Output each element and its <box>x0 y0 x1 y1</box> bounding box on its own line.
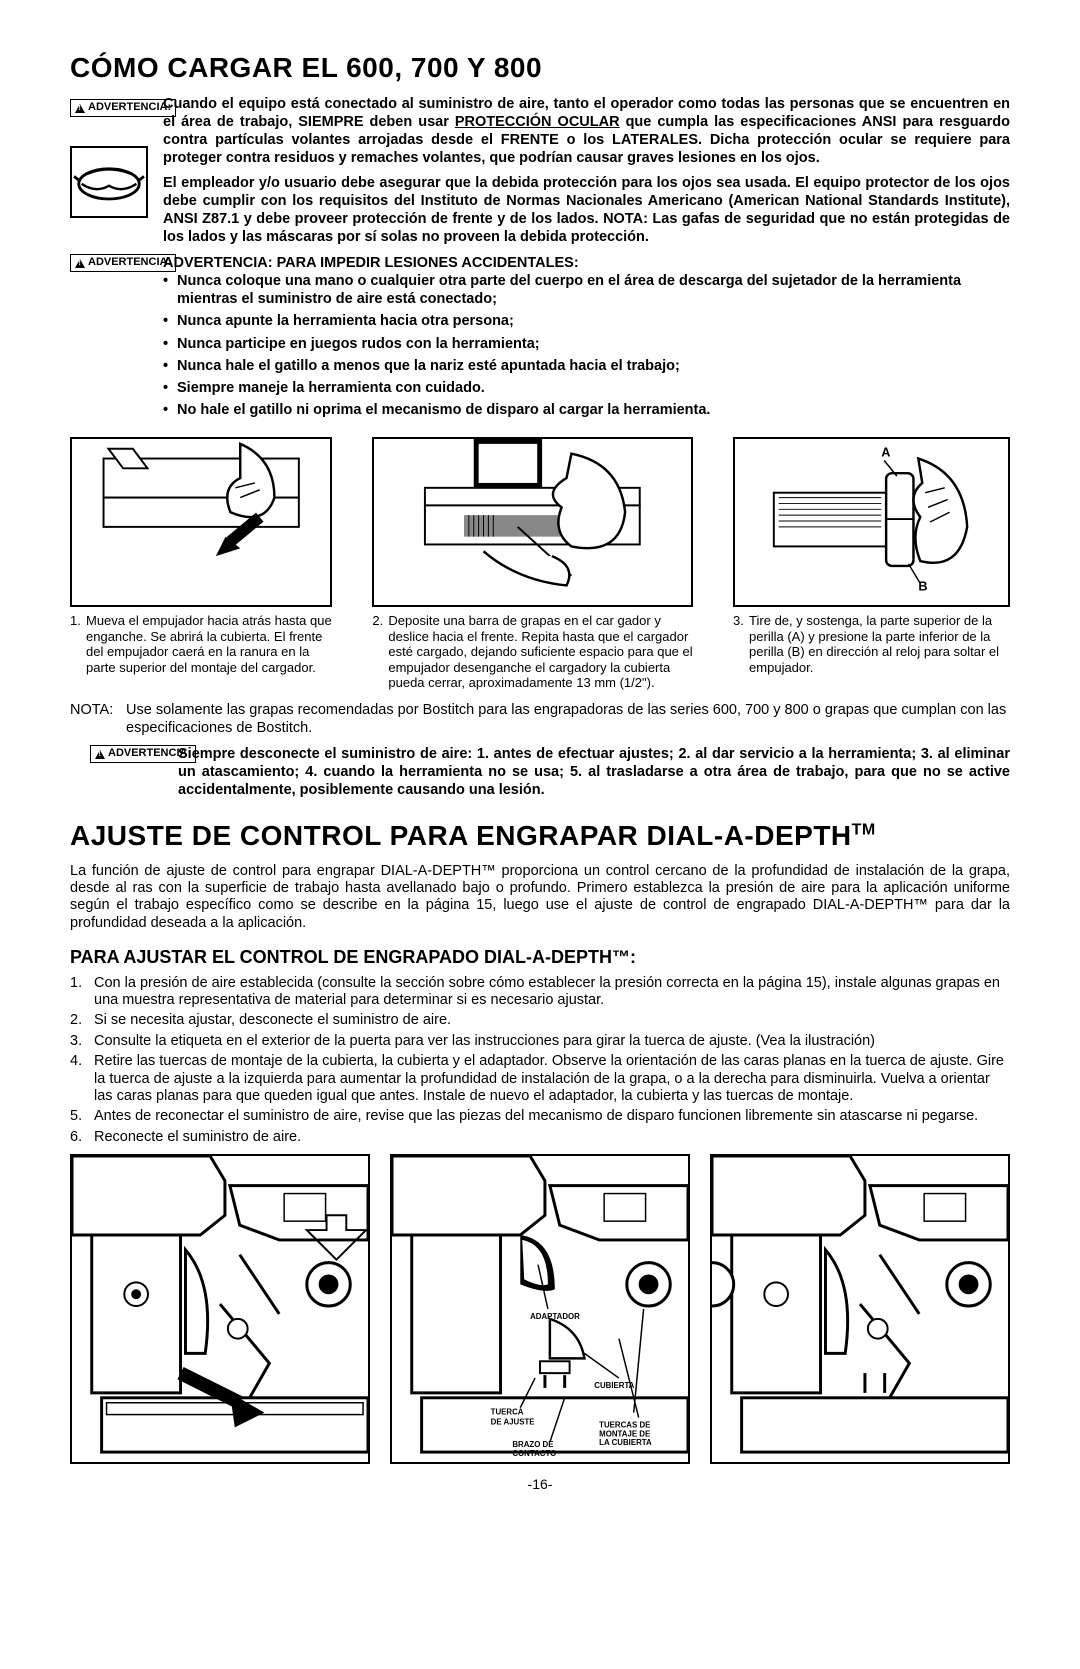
step-num: 4. <box>70 1053 94 1105</box>
warn2-title: ADVERTENCIA: PARA IMPEDIR LESIONES ACCID… <box>163 254 1010 272</box>
heading2-tm: TM <box>852 821 876 838</box>
warn-label: ADVERTENCIA: <box>88 256 171 270</box>
figure-3: A B <box>733 437 1010 607</box>
bottom-figure-2: ADAPTADOR CUBIERTA TUERCA DE AJUSTE BRAZ… <box>390 1154 690 1464</box>
heading-dial-a-depth: AJUSTE DE CONTROL PARA ENGRAPAR DIAL-A-D… <box>70 818 1010 853</box>
bottom-figure-1 <box>70 1154 370 1464</box>
step-num: 6. <box>70 1129 94 1146</box>
warn-badge-col: ADVERTENCIA: <box>70 254 155 423</box>
label-tuerca: TUERCA <box>491 1408 524 1417</box>
step-item: 6.Reconecte el suministro de aire. <box>70 1129 1010 1146</box>
fig-caption-text: Deposite una barra de grapas en el car g… <box>388 613 693 691</box>
step-item: 4.Retire las tuercas de montaje de la cu… <box>70 1053 1010 1105</box>
fig-num: 2. <box>372 613 388 691</box>
figure-1-col: 1. Mueva el empujador hacia atrás hasta … <box>70 437 332 675</box>
label-adaptador: ADAPTADOR <box>530 1312 580 1321</box>
figure-3-col: A B 3. Tire de, y sostenga, la parte sup… <box>733 437 1010 675</box>
step-text: Consulte la etiqueta en el exterior de l… <box>94 1033 875 1050</box>
step-text: Con la presión de aire establecida (cons… <box>94 975 1010 1010</box>
label-tm3: LA CUBIERTA <box>599 1438 652 1447</box>
dial-subheading: PARA AJUSTAR EL CONTROL DE ENGRAPADO DIA… <box>70 946 1010 969</box>
goggles-column: ADVERTENCIA: <box>70 95 155 246</box>
label-brazo: BRAZO DE <box>512 1440 553 1449</box>
step-num: 3. <box>70 1033 94 1050</box>
warning-triangle-icon <box>95 750 105 759</box>
label-tuerca2: DE AJUSTE <box>491 1418 535 1427</box>
warn3-text: Siempre desconecte el suministro de aire… <box>178 745 1010 799</box>
warn-badge-2: ADVERTENCIA: <box>70 254 176 272</box>
fig-num: 1. <box>70 613 86 675</box>
figure-2-caption: 2. Deposite una barra de grapas en el ca… <box>372 613 693 691</box>
fig-caption-text: Mueva el empujador hacia atrás hasta que… <box>86 613 332 675</box>
step-text: Si se necesita ajustar, desconecte el su… <box>94 1012 451 1029</box>
warn1-p1: Cuando el equipo está conectado al sumin… <box>163 95 1010 168</box>
step-text: Reconecte el suministro de aire. <box>94 1129 301 1146</box>
warn-badge-col: ADVERTENCIA: <box>70 745 170 764</box>
step-item: 5.Antes de reconectar el suministro de a… <box>70 1108 1010 1125</box>
fig3-label-a: A <box>881 446 890 460</box>
goggles-icon <box>70 146 148 218</box>
warn2-item: No hale el gatillo ni oprima el mecanism… <box>163 401 1010 419</box>
warn2-item: Siempre maneje la herramienta con cuidad… <box>163 379 1010 397</box>
warning-triangle-icon <box>75 259 85 268</box>
dial-intro: La función de ajuste de control para eng… <box>70 863 1010 933</box>
step-text: Antes de reconectar el suministro de air… <box>94 1108 978 1125</box>
step-item: 2.Si se necesita ajustar, desconecte el … <box>70 1012 1010 1029</box>
step-item: 3.Consulte la etiqueta en el exterior de… <box>70 1033 1010 1050</box>
heading-loading: CÓMO CARGAR EL 600, 700 Y 800 <box>70 50 1010 85</box>
figure-3-caption: 3. Tire de, y sostenga, la parte superio… <box>733 613 1010 675</box>
step-num: 2. <box>70 1012 94 1029</box>
step-text: Retire las tuercas de montaje de la cubi… <box>94 1053 1010 1105</box>
figure-1-caption: 1. Mueva el empujador hacia atrás hasta … <box>70 613 332 675</box>
warn2-list: Nunca coloque una mano o cualquier otra … <box>163 272 1010 419</box>
figure-2-col: 2. Deposite una barra de grapas en el ca… <box>372 437 693 691</box>
warn2-item: Nunca participe en juegos rudos con la h… <box>163 335 1010 353</box>
figure-1 <box>70 437 332 607</box>
nota-block: NOTA: Use solamente las grapas recomenda… <box>70 701 1010 737</box>
step-num: 5. <box>70 1108 94 1125</box>
step-num: 1. <box>70 975 94 1010</box>
dial-steps: 1.Con la presión de aire establecida (co… <box>70 975 1010 1147</box>
figure-2 <box>372 437 693 607</box>
warn2-content: ADVERTENCIA: PARA IMPEDIR LESIONES ACCID… <box>163 254 1010 423</box>
fig-caption-text: Tire de, y sostenga, la parte superior d… <box>749 613 1010 675</box>
warn-label: ADVERTENCIA: <box>88 101 171 115</box>
warn1-p2: El empleador y/o usuario debe asegurar q… <box>163 174 1010 247</box>
fig-num: 3. <box>733 613 749 675</box>
warning-text-col: Cuando el equipo está conectado al sumin… <box>163 95 1010 246</box>
label-brazo2: CONTACTO <box>512 1449 556 1458</box>
warn2-item: Nunca hale el gatillo a menos que la nar… <box>163 357 1010 375</box>
warn1-und: PROTECCIÓN OCULAR <box>455 114 620 130</box>
step-item: 1.Con la presión de aire establecida (co… <box>70 975 1010 1010</box>
warn2-item: Nunca coloque una mano o cualquier otra … <box>163 272 1010 308</box>
warning-triangle-icon <box>75 104 85 113</box>
page-number: -16- <box>70 1476 1010 1494</box>
warning-block-1: ADVERTENCIA: Cuando el equipo está conec… <box>70 95 1010 246</box>
heading2-text: AJUSTE DE CONTROL PARA ENGRAPAR DIAL-A-D… <box>70 820 852 851</box>
warning-block-3: ADVERTENCIA: Siempre desconecte el sumin… <box>70 745 1010 799</box>
warn-badge-1: ADVERTENCIA: <box>70 99 176 117</box>
warning-block-2: ADVERTENCIA: ADVERTENCIA: PARA IMPEDIR L… <box>70 254 1010 423</box>
bottom-figure-3 <box>710 1154 1010 1464</box>
bottom-figure-row: ADAPTADOR CUBIERTA TUERCA DE AJUSTE BRAZ… <box>70 1154 1010 1464</box>
warn2-item: Nunca apunte la herramienta hacia otra p… <box>163 312 1010 330</box>
label-cubierta: CUBIERTA <box>594 1381 634 1390</box>
label-tm1: TUERCAS DE <box>599 1421 650 1430</box>
nota-label: NOTA: <box>70 701 126 737</box>
nota-text: Use solamente las grapas recomendadas po… <box>126 701 1010 737</box>
label-tm2: MONTAJE DE <box>599 1429 650 1438</box>
loading-figure-row: 1. Mueva el empujador hacia atrás hasta … <box>70 437 1010 691</box>
